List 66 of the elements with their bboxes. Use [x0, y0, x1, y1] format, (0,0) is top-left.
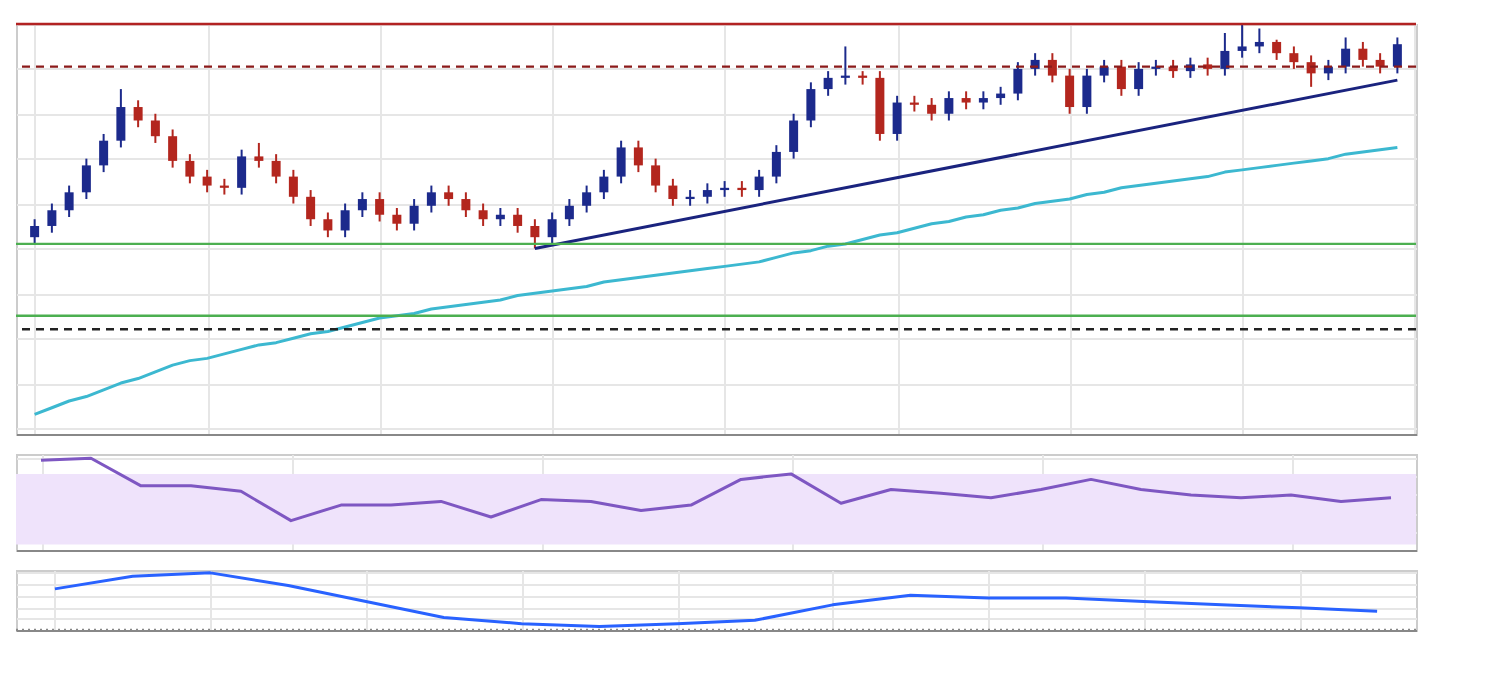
candlestick [1013, 61, 1023, 102]
candlestick [219, 177, 229, 196]
candlestick [599, 168, 609, 201]
candlestick [720, 180, 730, 198]
candlestick [1047, 52, 1057, 84]
candlestick [288, 168, 298, 205]
candlestick [409, 198, 419, 232]
candlestick [944, 90, 954, 122]
candlestick [185, 153, 195, 185]
candlestick [1065, 67, 1075, 115]
candlestick [444, 184, 454, 207]
candlestick [1272, 38, 1282, 61]
candlestick [1082, 67, 1092, 115]
candlestick [651, 157, 661, 194]
candlestick [150, 112, 160, 144]
candlestick [564, 198, 574, 227]
candlestick [1099, 58, 1109, 84]
candlestick [64, 184, 74, 218]
candlestick [306, 189, 316, 227]
candlestick [840, 45, 850, 86]
candlestick [1237, 23, 1247, 59]
candlestick [81, 157, 91, 201]
candlestick [392, 207, 402, 232]
candlestick [927, 97, 937, 122]
candlestick [426, 184, 436, 214]
candlestick [582, 184, 592, 214]
candlestick [702, 182, 712, 205]
candlestick [478, 202, 488, 227]
candlestick [1220, 31, 1230, 77]
candlestick [789, 112, 799, 160]
candlestick [1341, 36, 1351, 75]
candlestick [633, 139, 643, 174]
candlestick [823, 70, 833, 97]
candlestick [254, 141, 264, 169]
candlestick [737, 180, 747, 198]
candlestick [1254, 27, 1264, 55]
candlestick [513, 207, 523, 234]
candlestick [133, 99, 143, 129]
candlestick [375, 191, 385, 223]
candlestick [547, 211, 557, 245]
candlestick [685, 189, 695, 207]
candlestick [909, 94, 919, 113]
candlestick [271, 153, 281, 185]
candlestick [754, 168, 764, 198]
candlestick [99, 132, 109, 174]
candlestick [668, 177, 678, 207]
candlestick [1116, 58, 1126, 97]
candlestick [202, 168, 212, 194]
candlestick [237, 148, 247, 196]
candlestick [357, 191, 367, 218]
candlestick [771, 144, 781, 185]
candlestick [461, 191, 471, 218]
candlestick [116, 88, 126, 149]
candlestick [168, 128, 178, 169]
candlestick [530, 218, 540, 250]
candlestick [1134, 61, 1144, 97]
candlestick [892, 94, 902, 142]
candlestick [806, 81, 816, 129]
candlestick [30, 218, 40, 245]
candlestick [340, 202, 350, 239]
candlestick [47, 202, 57, 234]
candlestick [1358, 40, 1368, 68]
candlestick [1392, 36, 1402, 75]
candlestick [1289, 45, 1299, 70]
candlestick [616, 139, 626, 185]
candlestick [323, 211, 333, 239]
